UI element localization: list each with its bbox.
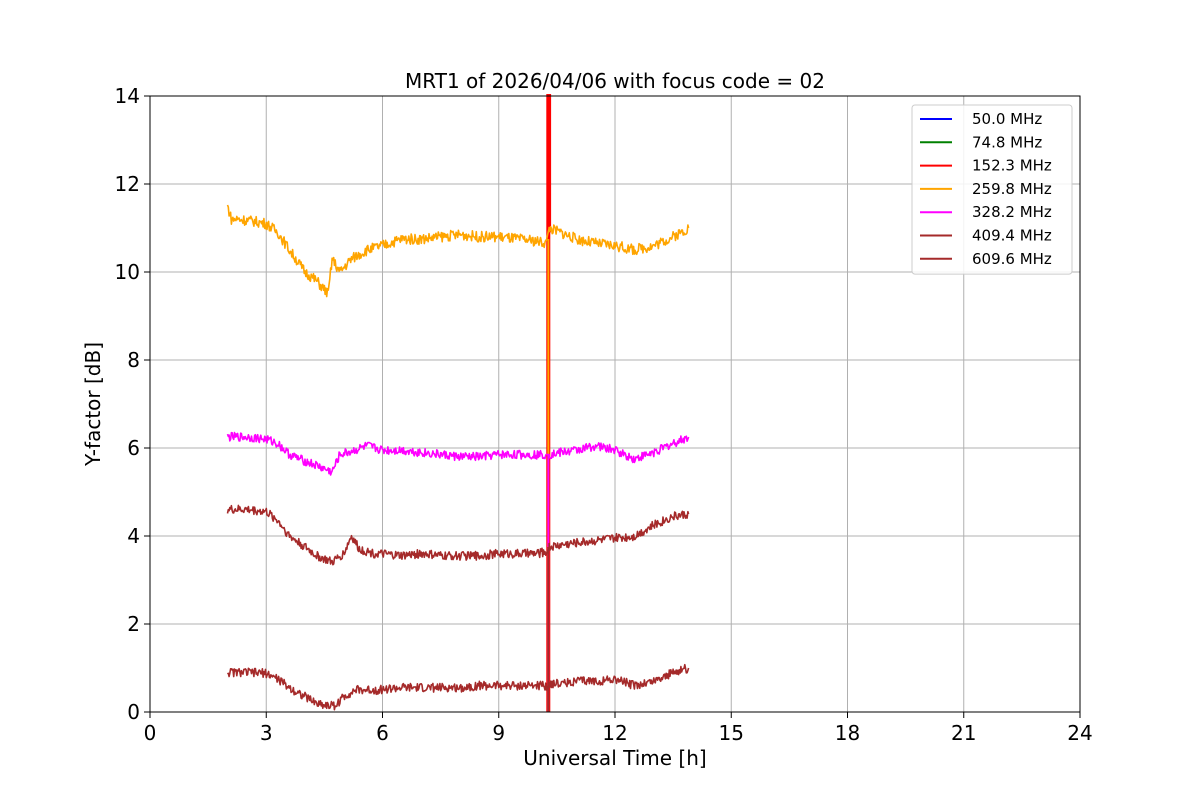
- legend-label: 409.4 MHz: [972, 227, 1052, 245]
- x-tick-label: 0: [144, 721, 157, 745]
- x-tick-label: 12: [602, 721, 627, 745]
- y-tick-label: 6: [127, 436, 140, 460]
- y-axis-label: Y-factor [dB]: [81, 342, 105, 467]
- legend-label: 74.8 MHz: [972, 133, 1042, 151]
- legend-box: [911, 104, 1073, 275]
- y-tick-label: 10: [115, 260, 140, 284]
- y-tick-label: 0: [127, 700, 140, 724]
- x-tick-label: 6: [376, 721, 389, 745]
- legend-label: 50.0 MHz: [972, 110, 1042, 128]
- x-tick-label: 18: [835, 721, 860, 745]
- x-tick-label: 24: [1067, 721, 1092, 745]
- y-tick-label: 14: [115, 84, 140, 108]
- chart-title: MRT1 of 2026/04/06 with focus code = 02: [405, 69, 825, 93]
- y-tick-label: 2: [127, 612, 140, 636]
- legend-label: 259.8 MHz: [972, 180, 1052, 198]
- x-tick-label: 21: [951, 721, 976, 745]
- legend-label: 152.3 MHz: [972, 157, 1052, 175]
- series-line: [226, 504, 690, 566]
- series-line: [226, 663, 690, 711]
- x-tick-label: 3: [260, 721, 273, 745]
- y-tick-label: 4: [127, 524, 140, 548]
- x-tick-label: 15: [719, 721, 744, 745]
- y-tick-label: 12: [115, 172, 140, 196]
- y-tick-label: 8: [127, 348, 140, 372]
- legend-label: 328.2 MHz: [972, 203, 1052, 221]
- series-line: [226, 204, 690, 298]
- legend-label: 609.6 MHz: [972, 250, 1052, 268]
- series-line: [226, 431, 690, 476]
- legend: 50.0 MHz 74.8 MHz 152.3 MHz 259.8 MHz 328.2…: [911, 104, 1073, 275]
- x-tick-label: 9: [492, 721, 505, 745]
- x-axis-label: Universal Time [h]: [523, 746, 706, 770]
